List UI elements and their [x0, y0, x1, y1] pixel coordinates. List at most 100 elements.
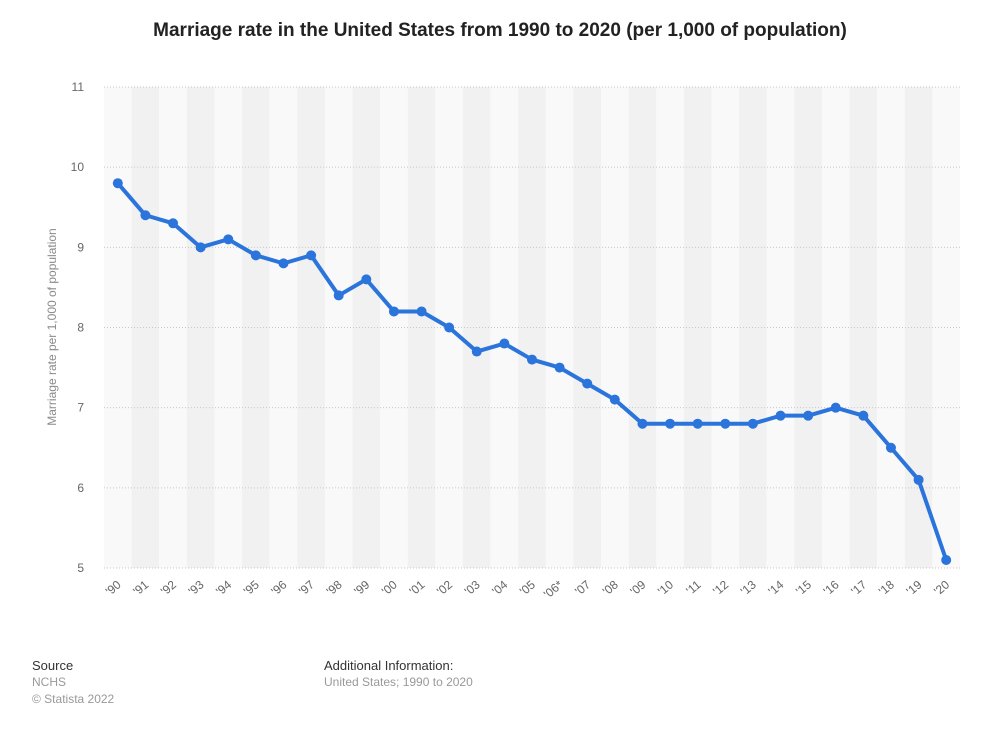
- y-tick-label: 11: [72, 80, 85, 94]
- data-point[interactable]: [168, 218, 179, 229]
- data-point[interactable]: [941, 554, 952, 565]
- column-band: [932, 87, 960, 568]
- x-tick-label: '92: [158, 577, 179, 598]
- data-point[interactable]: [471, 346, 482, 357]
- x-tick-label: '03: [462, 577, 483, 598]
- column-band: [131, 87, 160, 568]
- x-tick-label: '13: [738, 577, 759, 598]
- data-point[interactable]: [582, 378, 593, 389]
- x-tick-label: '16: [821, 577, 842, 598]
- x-tick-label: '94: [213, 577, 234, 598]
- additional-info-heading: Additional Information:: [324, 658, 454, 673]
- source-block: Source NCHS © Statista 2022: [32, 657, 114, 708]
- data-point[interactable]: [112, 178, 123, 189]
- column-band: [352, 87, 381, 568]
- additional-info-block: Additional Information: United States; 1…: [324, 657, 473, 691]
- y-axis-ticks: 5 6 7 8 9 10 11: [71, 80, 85, 575]
- data-point[interactable]: [527, 354, 537, 365]
- data-point[interactable]: [885, 442, 896, 453]
- data-point[interactable]: [554, 362, 565, 373]
- chart-title: Marriage rate in the United States from …: [153, 20, 847, 41]
- data-point[interactable]: [830, 402, 841, 413]
- y-tick-label: 5: [77, 561, 84, 575]
- y-tick-label: 8: [77, 321, 84, 335]
- x-tick-label: '12: [710, 577, 731, 598]
- data-point[interactable]: [499, 338, 510, 349]
- column-band: [656, 87, 684, 568]
- data-point[interactable]: [803, 410, 814, 421]
- x-tick-label: '20: [931, 577, 952, 598]
- data-point[interactable]: [747, 418, 758, 429]
- x-tick-label: '11: [683, 577, 704, 597]
- x-tick-label: '98: [324, 577, 345, 598]
- y-axis-label: Marriage rate per 1,000 of population: [45, 228, 59, 426]
- data-point[interactable]: [609, 394, 620, 405]
- x-tick-label: '08: [600, 577, 621, 598]
- y-tick-label: 6: [77, 481, 84, 495]
- data-point[interactable]: [665, 418, 676, 429]
- column-band: [214, 87, 243, 568]
- copyright-text[interactable]: © Statista 2022: [32, 692, 115, 706]
- data-point[interactable]: [913, 474, 924, 485]
- column-band: [407, 87, 436, 568]
- x-tick-label: '02: [434, 577, 455, 598]
- x-tick-label: '14: [765, 577, 786, 598]
- x-tick-label: '19: [904, 577, 925, 598]
- x-tick-label: '10: [655, 577, 676, 598]
- data-point[interactable]: [361, 274, 372, 285]
- column-band: [104, 87, 132, 568]
- x-tick-label: '96: [268, 577, 289, 598]
- column-band: [490, 87, 519, 568]
- column-band: [683, 87, 712, 568]
- column-band: [904, 87, 933, 568]
- data-point[interactable]: [416, 306, 427, 317]
- x-tick-label: '00: [379, 577, 400, 598]
- column-band: [545, 87, 574, 568]
- x-tick-label: '90: [103, 577, 124, 598]
- column-bands: [104, 87, 960, 568]
- data-point[interactable]: [444, 322, 455, 333]
- x-tick-label: '97: [296, 577, 317, 598]
- x-tick-label: '05: [517, 577, 538, 598]
- additional-info-text: United States; 1990 to 2020: [324, 675, 473, 689]
- x-tick-label: '09: [627, 577, 648, 598]
- x-tick-label: '95: [241, 577, 262, 598]
- source-name[interactable]: NCHS: [32, 675, 67, 689]
- data-point[interactable]: [278, 258, 289, 269]
- x-tick-label: '91: [130, 577, 151, 598]
- x-tick-label: '04: [489, 577, 510, 598]
- data-point[interactable]: [223, 234, 234, 245]
- column-band: [794, 87, 822, 568]
- data-point[interactable]: [195, 242, 206, 253]
- x-tick-label: '93: [186, 577, 207, 598]
- column-band: [766, 87, 795, 568]
- x-tick-label: '06*: [541, 577, 566, 601]
- data-point[interactable]: [720, 418, 731, 429]
- column-band: [380, 87, 408, 568]
- data-point[interactable]: [306, 250, 317, 261]
- y-tick-label: 9: [77, 240, 84, 254]
- y-tick-label: 7: [77, 401, 84, 415]
- data-point[interactable]: [388, 306, 399, 317]
- data-point[interactable]: [775, 410, 786, 421]
- column-band: [269, 87, 298, 568]
- y-tick-label: 10: [71, 160, 85, 174]
- x-tick-label: '99: [351, 577, 372, 598]
- x-tick-label: '07: [572, 577, 593, 598]
- data-point[interactable]: [858, 410, 869, 421]
- column-band: [628, 87, 657, 568]
- x-tick-label: '15: [793, 577, 814, 598]
- data-point[interactable]: [250, 250, 261, 261]
- data-point[interactable]: [140, 210, 151, 221]
- column-band: [518, 87, 546, 568]
- x-tick-label: '17: [848, 577, 869, 598]
- series-group: [112, 178, 952, 565]
- source-heading: Source: [32, 658, 74, 673]
- data-point[interactable]: [637, 418, 648, 429]
- data-point[interactable]: [692, 418, 703, 429]
- data-point[interactable]: [333, 290, 344, 301]
- x-tick-label: '01: [406, 577, 427, 598]
- column-band: [242, 87, 270, 568]
- x-tick-label: '18: [876, 577, 897, 598]
